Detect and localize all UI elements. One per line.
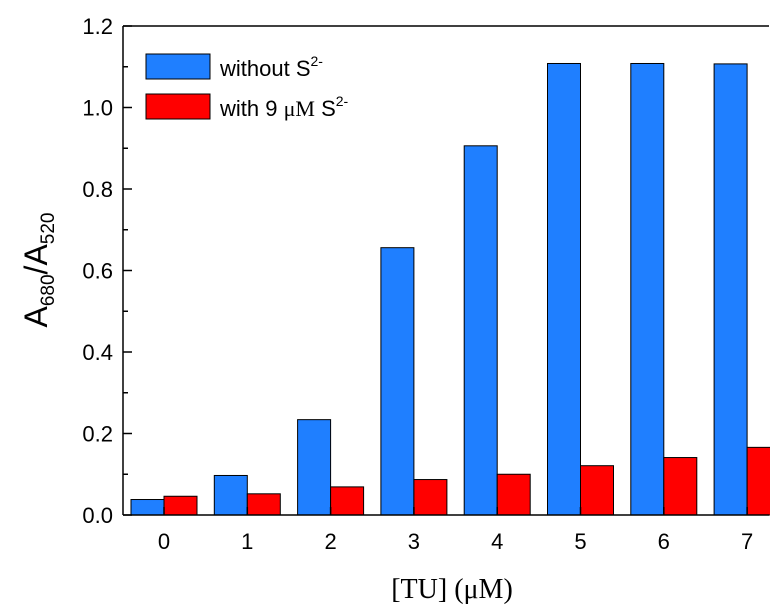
y-tick-label: 1.0	[82, 96, 113, 121]
y-tick-label: 0.0	[82, 503, 113, 528]
y-tick-label: 1.2	[82, 14, 113, 39]
bar-with-s-5	[580, 465, 614, 516]
x-tick-label: 4	[491, 529, 503, 554]
x-tick-label: 7	[741, 529, 753, 554]
bar-with-s-1	[246, 493, 281, 516]
legend-swatch-without-s	[145, 53, 211, 80]
bar-without-s-2	[297, 419, 332, 516]
bar-without-s-0	[130, 499, 165, 516]
legend-label-with-s: with 9 μM S2-	[219, 93, 349, 121]
bar-without-s-6	[630, 62, 665, 516]
bar-without-s-1	[213, 474, 248, 516]
bar-with-s-3	[413, 479, 448, 516]
x-tick-label: 0	[158, 529, 170, 554]
x-tick-label: 2	[324, 529, 336, 554]
y-ticks-group: 0.0 0.2 0.4 0.6 0.8 1.0 1.2	[82, 14, 132, 528]
bar-without-s-3	[380, 247, 415, 516]
y-tick-label: 0.2	[82, 422, 113, 447]
x-tick-label: 5	[574, 529, 586, 554]
x-tick-label: 6	[658, 529, 670, 554]
x-axis-label: [TU] (μM)	[391, 574, 513, 605]
bar-with-s-4	[496, 473, 531, 516]
x-tick-label: 1	[241, 529, 253, 554]
y-tick-label: 0.6	[82, 259, 113, 284]
bars-group	[130, 62, 770, 516]
bar-without-s-4	[463, 145, 498, 516]
y-tick-label: 0.8	[82, 177, 113, 202]
y-axis-label: A680/A520	[18, 213, 59, 328]
bar-with-s-2	[330, 486, 365, 516]
bar-without-s-7	[713, 63, 748, 516]
bar-with-s-6	[663, 457, 698, 516]
x-ticks-group: 0 1 2 3 4 5 6 7	[158, 507, 753, 554]
bar-without-s-5	[547, 62, 581, 516]
legend-label-without-s: without S2-	[219, 53, 323, 81]
bar-with-s-7	[746, 446, 770, 516]
x-tick-label: 3	[408, 529, 420, 554]
bar-with-s-0	[163, 495, 198, 516]
y-tick-label: 0.4	[82, 340, 113, 365]
legend: without S2- with 9 μM S2-	[145, 53, 349, 121]
legend-swatch-with-s	[145, 93, 211, 120]
